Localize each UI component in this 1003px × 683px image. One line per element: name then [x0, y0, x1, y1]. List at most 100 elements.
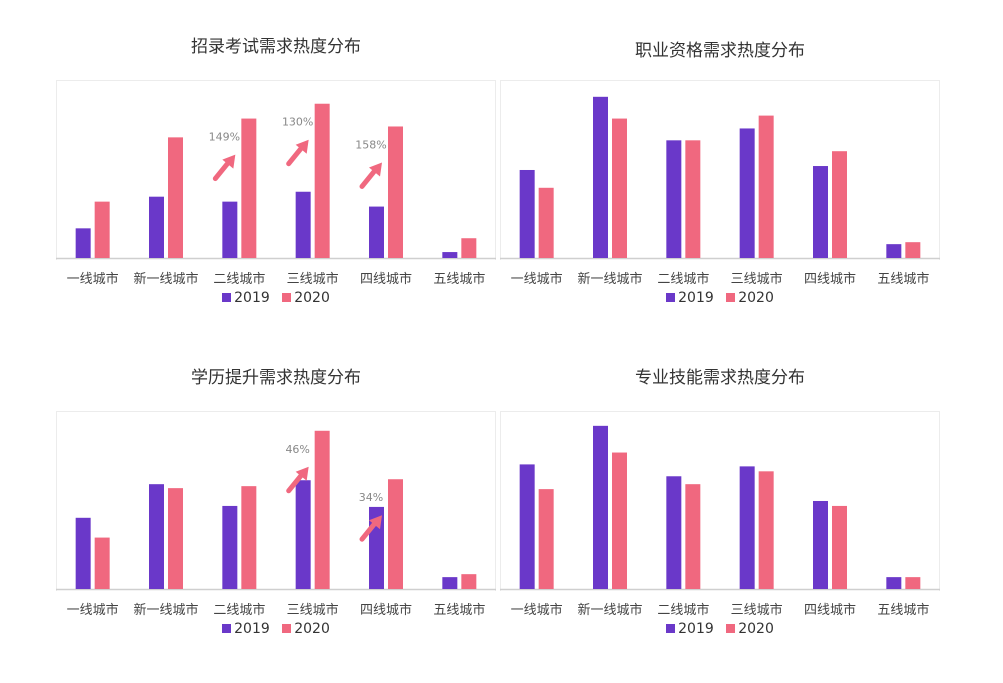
chart-panel-skills: 专业技能需求热度分布 一线城市 新一线城市 二线城市 三线城市 四线城市 五线城市 201…: [500, 363, 940, 683]
legend-label-2020: 2020: [294, 621, 330, 637]
legend-swatch-2019: [222, 624, 232, 633]
chart-panel-education: 学历提升需求热度分布 一线城市 新一线城市 二线城市 三线城市 四线城市 五线城市 46% 3…: [56, 363, 496, 683]
chart-panel-exam: 招录考试需求热度分布 一线城市 新一线城市 二线城市 三线城市 四线城市 五线城市 149%…: [56, 32, 496, 352]
legend-label-2019: 2019: [678, 621, 714, 637]
x-tick-label: 新一线城市: [133, 602, 198, 618]
bar-2020[interactable]: [758, 471, 774, 589]
bar-2019[interactable]: [886, 577, 902, 589]
legend-item-2019[interactable]: 2019: [666, 290, 714, 306]
bar-2019[interactable]: [295, 191, 311, 258]
bar-2020[interactable]: [832, 151, 847, 258]
bar-2020[interactable]: [94, 537, 110, 589]
bar-2019[interactable]: [519, 464, 535, 589]
legend-item-2019[interactable]: 2019: [222, 621, 270, 637]
plot-area: [56, 80, 496, 260]
chart-title: 学历提升需求热度分布: [191, 368, 361, 388]
chart-legend: 2019 2020: [56, 290, 496, 306]
bar-2019[interactable]: [666, 140, 682, 258]
legend-item-2019[interactable]: 2019: [222, 290, 270, 306]
bar-2019[interactable]: [813, 166, 828, 258]
bar-2019[interactable]: [222, 201, 238, 258]
bar-2020[interactable]: [905, 242, 921, 258]
x-tick-label: 三线城市: [287, 602, 339, 618]
legend-swatch-2019: [666, 624, 676, 633]
legend-swatch-2019: [222, 293, 232, 302]
chart-title: 招录考试需求热度分布: [191, 37, 361, 57]
x-tick-label: 三线城市: [731, 602, 783, 618]
legend-item-2020[interactable]: 2020: [282, 621, 330, 637]
growth-annotation: 46%: [285, 443, 310, 494]
x-tick-label: 新一线城市: [133, 271, 198, 287]
bar-2019[interactable]: [739, 466, 755, 589]
bar-2020[interactable]: [461, 574, 477, 589]
bar-2019[interactable]: [75, 228, 91, 258]
bar-2019[interactable]: [593, 425, 608, 589]
legend-item-2020[interactable]: 2020: [726, 621, 774, 637]
bar-2019[interactable]: [666, 476, 682, 589]
x-tick-label: 五线城市: [877, 602, 929, 618]
growth-arrow-head: [295, 466, 309, 481]
x-tick-label: 二线城市: [657, 271, 709, 287]
bar-2020[interactable]: [461, 238, 477, 258]
x-tick-label: 一线城市: [511, 271, 563, 287]
plot-area: [500, 411, 940, 591]
bar-2020[interactable]: [314, 103, 330, 258]
legend-item-2019[interactable]: 2019: [666, 621, 714, 637]
bar-2020[interactable]: [612, 452, 627, 589]
x-tick-label: 四线城市: [360, 271, 412, 287]
bar-2020[interactable]: [538, 489, 554, 589]
legend-item-2020[interactable]: 2020: [282, 290, 330, 306]
x-tick-label: 一线城市: [511, 602, 563, 618]
bar-2019[interactable]: [739, 128, 755, 258]
legend-item-2020[interactable]: 2020: [726, 290, 774, 306]
bar-2019[interactable]: [149, 484, 164, 589]
x-tick-label: 新一线城市: [577, 271, 642, 287]
x-tick-label: 一线城市: [67, 602, 119, 618]
bar-chart-skills: 一线城市 新一线城市 二线城市 三线城市 四线城市 五线城市: [500, 425, 940, 618]
bar-2019[interactable]: [295, 480, 311, 589]
chart-legend: 2019 2020: [500, 621, 940, 637]
x-tick-label: 三线城市: [731, 271, 783, 287]
bar-2020[interactable]: [388, 126, 403, 258]
bar-2019[interactable]: [75, 517, 91, 589]
x-tick-label: 五线城市: [433, 271, 485, 287]
bar-2019[interactable]: [813, 500, 828, 589]
bar-2020[interactable]: [314, 430, 330, 589]
bar-2020[interactable]: [241, 486, 257, 589]
growth-arrow-head: [369, 515, 382, 530]
bar-2020[interactable]: [538, 187, 554, 258]
bar-2020[interactable]: [241, 118, 257, 258]
growth-arrow-shaft: [286, 145, 305, 167]
x-tick-label: 新一线城市: [577, 602, 642, 618]
bar-2019[interactable]: [149, 196, 164, 258]
x-tick-label: 四线城市: [804, 271, 856, 287]
bar-2019[interactable]: [593, 96, 608, 258]
legend-swatch-2020: [282, 293, 292, 302]
bar-2019[interactable]: [519, 169, 535, 258]
bar-2020[interactable]: [388, 479, 403, 589]
growth-annotation: 34%: [359, 491, 383, 542]
bar-2019[interactable]: [369, 206, 384, 258]
bar-2019[interactable]: [442, 252, 458, 258]
legend-label-2020: 2020: [738, 621, 774, 637]
bar-2020[interactable]: [94, 201, 110, 258]
bar-2020[interactable]: [685, 140, 701, 258]
bar-2020[interactable]: [832, 505, 847, 589]
bar-2019[interactable]: [222, 505, 238, 589]
bar-2020[interactable]: [168, 137, 183, 258]
bar-2019[interactable]: [442, 577, 458, 589]
bar-2020[interactable]: [612, 118, 627, 258]
growth-arrow-head: [295, 139, 309, 154]
growth-arrow-head: [222, 154, 236, 169]
bar-2020[interactable]: [758, 115, 774, 258]
bar-2020[interactable]: [685, 484, 701, 589]
growth-arrow-shaft: [359, 167, 378, 189]
growth-annotation: 149%: [209, 131, 240, 182]
bar-2020[interactable]: [168, 488, 183, 589]
legend-label-2019: 2019: [234, 290, 270, 306]
bar-2020[interactable]: [905, 577, 921, 589]
growth-label: 46%: [285, 443, 309, 456]
bar-2019[interactable]: [886, 244, 902, 258]
x-tick-label: 三线城市: [287, 271, 339, 287]
growth-annotation: 130%: [282, 116, 313, 167]
